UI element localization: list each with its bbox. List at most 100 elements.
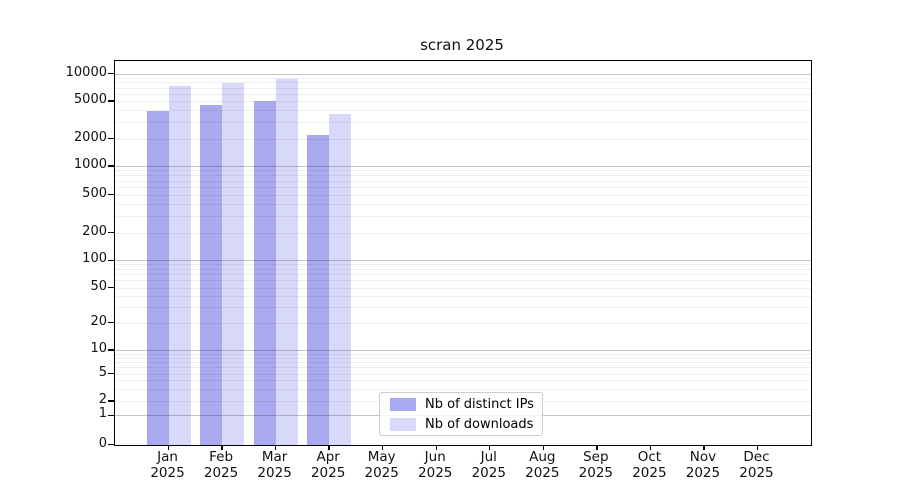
plot-area — [108, 60, 812, 450]
month-label: Jul — [480, 449, 497, 465]
y-axis-tick — [108, 414, 114, 416]
bar-distinct-ips-jan — [146, 111, 169, 445]
y-axis-tick-label: 100 — [82, 251, 107, 267]
y-axis-tick-label: 10 — [90, 341, 107, 356]
y-axis-tick-label: 200 — [82, 223, 107, 239]
y-axis-tick — [108, 287, 114, 289]
bar-distinct-ips-feb — [200, 104, 223, 445]
x-axis-tick-label: Jun 2025 — [403, 449, 467, 481]
y-axis-tick-label: 1 — [98, 406, 107, 422]
legend-label-distinct-ips: Nb of distinct IPs — [425, 396, 534, 412]
x-axis-tick — [435, 445, 437, 450]
month-label: Mar — [261, 449, 288, 465]
legend: Nb of distinct IPs Nb of downloads — [379, 392, 543, 436]
y-axis-tick-label: 0 — [98, 435, 107, 451]
bar-downloads-apr — [329, 113, 352, 445]
gridline-minor — [115, 77, 811, 79]
bar-downloads-mar — [275, 78, 298, 445]
x-axis-tick — [274, 445, 277, 450]
month-label: Nov — [689, 449, 717, 465]
y-axis-tick — [108, 73, 114, 75]
month-label: Sep — [583, 449, 609, 465]
year-label: 2025 — [418, 464, 453, 481]
bar-distinct-ips-mar — [253, 101, 276, 445]
year-label: 2025 — [310, 464, 346, 481]
gridline-minor — [115, 101, 811, 102]
y-axis-tick — [108, 231, 114, 234]
y-axis-tick-label: 20 — [90, 313, 107, 329]
x-axis-tick-label: Oct 2025 — [617, 449, 681, 481]
legend-label-downloads: Nb of downloads — [425, 416, 534, 432]
x-axis-tick-label: May 2025 — [350, 449, 414, 481]
year-label: 2025 — [632, 464, 667, 481]
gridline-minor — [115, 87, 811, 89]
year-label: 2025 — [578, 464, 614, 481]
y-axis-tick — [108, 259, 114, 261]
y-axis-tick-label: 50 — [90, 278, 107, 294]
y-axis-tick — [108, 193, 114, 196]
y-axis-tick-label: 2 — [98, 392, 107, 407]
y-axis-tick-label: 2000 — [73, 129, 107, 145]
y-axis-tick — [108, 100, 114, 102]
bar-downloads-feb — [222, 83, 245, 445]
y-axis-tick-label: 1000 — [73, 157, 107, 172]
y-axis-tick-label: 5 — [98, 364, 107, 380]
x-axis-tick-label: Nov 2025 — [671, 449, 735, 481]
x-axis-tick — [167, 445, 170, 450]
y-axis-tick — [108, 400, 114, 402]
bar-downloads-jan — [168, 86, 191, 445]
legend-swatch-downloads — [390, 417, 416, 431]
x-axis-tick-label: Dec 2025 — [724, 449, 788, 481]
x-axis-tick — [489, 445, 491, 450]
x-axis-tick-label: Jan 2025 — [136, 449, 200, 481]
x-axis-tick-label: Aug 2025 — [510, 449, 574, 481]
x-axis-tick — [649, 445, 652, 450]
y-axis-tick-label: 10000 — [65, 64, 107, 80]
y-axis-tick-label: 500 — [82, 185, 107, 201]
month-label: Aug — [529, 449, 556, 465]
legend-item-downloads: Nb of downloads — [380, 416, 542, 433]
month-label: Dec — [743, 449, 770, 465]
x-axis-tick-label: Sep 2025 — [564, 449, 628, 481]
x-axis-tick-label: Mar 2025 — [243, 449, 307, 481]
y-axis-tick-label: 5000 — [73, 92, 107, 107]
gridline-major — [115, 73, 811, 75]
x-axis-tick-label: Jul 2025 — [457, 449, 521, 481]
y-axis-tick — [108, 373, 114, 375]
month-label: May — [367, 449, 396, 465]
x-axis-tick — [381, 445, 384, 450]
year-label: 2025 — [685, 464, 721, 481]
month-label: Oct — [637, 449, 662, 465]
x-axis-tick-label: Apr 2025 — [296, 449, 360, 481]
bar-distinct-ips-apr — [307, 134, 330, 445]
year-label: 2025 — [150, 464, 185, 481]
year-label: 2025 — [525, 464, 560, 481]
year-label: 2025 — [739, 464, 774, 481]
y-axis-tick — [108, 138, 114, 140]
x-axis-tick-label: Feb 2025 — [189, 449, 253, 481]
year-label: 2025 — [471, 464, 506, 481]
month-label: Feb — [209, 449, 234, 465]
year-label: 2025 — [364, 464, 399, 481]
month-label: Apr — [316, 449, 340, 465]
x-axis-tick — [756, 445, 759, 450]
legend-swatch-distinct-ips — [390, 397, 416, 411]
x-axis-tick — [596, 445, 598, 450]
gridline-minor — [115, 82, 811, 84]
y-axis-tick — [108, 165, 114, 167]
year-label: 2025 — [257, 464, 292, 481]
x-axis-tick — [221, 445, 223, 450]
chart-title: scran 2025 — [420, 36, 504, 54]
y-axis-tick — [108, 443, 114, 446]
x-axis-tick — [328, 445, 330, 450]
legend-item-distinct-ips: Nb of distinct IPs — [380, 396, 542, 413]
month-label: Jun — [424, 449, 446, 465]
year-label: 2025 — [203, 464, 239, 481]
month-label: Jan — [157, 449, 178, 465]
y-axis-tick — [108, 322, 114, 324]
x-axis-tick — [542, 445, 544, 450]
x-axis-tick — [703, 445, 705, 450]
y-axis-tick — [108, 349, 114, 351]
gridline-minor — [115, 93, 811, 95]
